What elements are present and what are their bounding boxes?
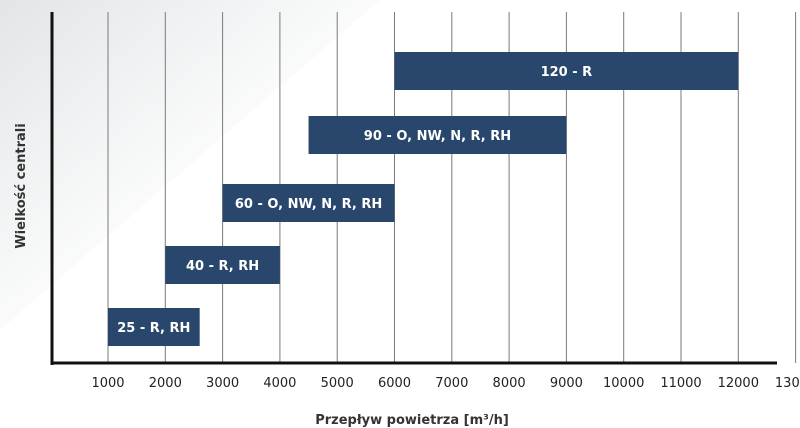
y-axis-title: Wielkość centrali [14, 123, 29, 248]
bar-label: 90 - O, NW, N, R, RH [364, 129, 511, 144]
x-tick-labels: 1000 2000 3000 4000 5000 6000 7000 8000 9000 1000… [91, 376, 800, 391]
range-bar [394, 52, 739, 90]
x-tick-label: 8000 [493, 376, 526, 391]
bar-label: 25 - R, RH [117, 321, 190, 336]
background-shading [0, 0, 380, 330]
bars: 25 - R, RH 40 - R, RH 60 - O, NW, N, R, RH… [108, 52, 739, 346]
axes [50, 12, 777, 365]
x-tick-label: 9000 [550, 376, 583, 391]
x-tick-label: 5000 [321, 376, 354, 391]
x-tick-label: 2000 [149, 376, 182, 391]
range-bar [108, 308, 200, 346]
range-bar [165, 246, 280, 284]
range-bar [308, 116, 567, 154]
bar-label: 60 - O, NW, N, R, RH [235, 197, 382, 212]
range-bar [222, 184, 395, 222]
x-tick-label: 4000 [263, 376, 296, 391]
x-tick-label: 6000 [378, 376, 411, 391]
x-tick-label: 10000 [603, 376, 644, 391]
x-tick-label: 1000 [91, 376, 124, 391]
bar-label: 40 - R, RH [186, 259, 259, 274]
x-axis-title: Przepływ powietrza [m³/h] [315, 413, 509, 428]
x-tick-label: 12000 [718, 376, 759, 391]
bar-label: 120 - R [541, 65, 593, 80]
x-tick-label: 3000 [206, 376, 239, 391]
x-tick-label: 13000 [775, 376, 800, 391]
x-tick-label: 11000 [660, 376, 701, 391]
x-tick-label: 7000 [435, 376, 468, 391]
